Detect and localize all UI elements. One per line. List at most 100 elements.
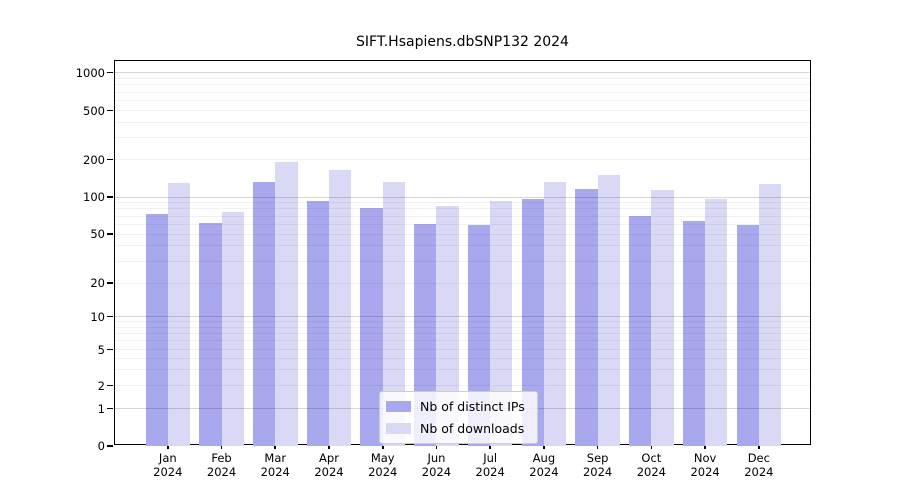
gridline-minor-4 — [115, 357, 810, 359]
x-axis-label-sep: Sep 2024 — [582, 451, 613, 479]
bar-apr-downloads — [328, 169, 352, 446]
gridline-minor-3 — [115, 369, 810, 371]
bar-dec-distinct-ips — [736, 225, 759, 446]
y-axis-tick-1000 — [107, 71, 114, 74]
y-axis-label-50: 50 — [90, 227, 105, 241]
x-axis-label-apr: Apr 2024 — [314, 451, 344, 479]
x-axis-label-jan: Jan 2024 — [153, 451, 183, 479]
legend-swatch-distinct-ips — [386, 401, 411, 412]
y-axis-label-1000: 1000 — [75, 65, 105, 80]
gridline-minor-6 — [115, 340, 810, 342]
gridline-minor-8 — [115, 326, 810, 328]
x-axis-label-may: May 2024 — [368, 451, 398, 479]
legend-row-downloads: Nb of downloads — [386, 419, 525, 438]
gridline-minor-9 — [115, 321, 810, 323]
x-axis-label-feb: Feb 2024 — [206, 451, 237, 479]
y-axis-tick-2 — [107, 384, 114, 387]
x-axis-tick-jun — [435, 444, 438, 449]
gridline-minor-400 — [115, 121, 810, 123]
x-axis-label-dec: Dec 2024 — [744, 451, 774, 479]
x-axis-tick-apr — [328, 444, 330, 449]
gridline-minor-700 — [115, 91, 810, 93]
bar-feb-distinct-ips — [199, 223, 222, 446]
y-axis-tick-500 — [107, 109, 114, 112]
bar-jun-downloads — [436, 206, 459, 446]
chart-title: SIFT.Hsapiens.dbSNP132 2024 — [356, 34, 569, 50]
y-axis-tick-0 — [107, 445, 114, 447]
y-axis-label-500: 500 — [83, 103, 105, 118]
gridline-minor-900 — [115, 77, 810, 79]
y-axis-label-20: 20 — [90, 276, 105, 290]
x-axis-label-jun: Jun 2024 — [421, 451, 452, 479]
legend-label-downloads: Nb of downloads — [420, 421, 525, 436]
gridline-minor-600 — [115, 100, 810, 101]
gridline-minor-200 — [115, 159, 810, 160]
bar-nov-distinct-ips — [682, 220, 706, 446]
gridline-major-1000 — [115, 72, 810, 73]
gridline-minor-60 — [115, 223, 810, 225]
bar-aug-distinct-ips — [521, 199, 544, 446]
y-axis-tick-5 — [107, 348, 114, 351]
gridline-minor-7 — [115, 332, 810, 334]
gridline-major-10 — [115, 316, 810, 317]
bar-feb-downloads — [221, 212, 244, 446]
bar-dec-downloads — [758, 184, 782, 446]
y-axis-label-100: 100 — [83, 190, 105, 204]
bar-aug-downloads — [543, 181, 567, 446]
bar-nov-downloads — [705, 199, 728, 446]
gridline-minor-800 — [115, 84, 810, 86]
bar-jan-distinct-ips — [145, 213, 168, 446]
gridline-minor-300 — [115, 137, 810, 139]
bar-apr-distinct-ips — [306, 201, 329, 446]
y-axis-label-5: 5 — [97, 342, 105, 357]
legend-swatch-downloads — [386, 423, 411, 434]
y-axis-tick-200 — [107, 158, 114, 161]
gridline-minor-50 — [115, 233, 810, 235]
x-axis-label-aug: Aug 2024 — [529, 451, 559, 479]
x-axis-label-nov: Nov 2024 — [690, 451, 720, 479]
gridline-minor-30 — [115, 260, 810, 262]
gridline-minor-80 — [115, 208, 810, 210]
plot-area: 0 1 2 5 10 20 50 100 200 500 1000 Jan 2024 Feb 2024 M… — [76, 60, 811, 479]
legend-label-distinct-ips: Nb of distinct IPs — [420, 399, 525, 414]
x-axis-tick-feb — [220, 444, 223, 449]
y-axis-label-200: 200 — [83, 152, 105, 167]
gridline-minor-40 — [115, 245, 810, 247]
legend-row-distinct-ips: Nb of distinct IPs — [386, 397, 525, 416]
bar-may-distinct-ips — [360, 207, 383, 446]
x-axis-tick-jul — [489, 444, 491, 449]
bar-jul-downloads — [490, 201, 513, 446]
x-axis-tick-jan — [167, 444, 169, 449]
y-axis-tick-10 — [107, 315, 114, 318]
bar-oct-distinct-ips — [629, 216, 652, 446]
gridline-minor-500 — [115, 110, 810, 111]
x-axis-label-jul: Jul 2024 — [475, 451, 505, 479]
y-axis-tick-1 — [107, 407, 114, 410]
gridline-minor-5 — [115, 349, 810, 350]
y-axis-label-1: 1 — [97, 401, 105, 416]
y-axis-tick-20 — [107, 282, 114, 284]
y-axis-label-10: 10 — [90, 309, 105, 324]
y-axis-tick-100 — [107, 196, 114, 198]
x-axis-tick-aug — [543, 444, 545, 449]
gridline-minor-90 — [115, 202, 810, 204]
x-axis-tick-may — [381, 444, 384, 449]
x-axis-tick-nov — [704, 444, 706, 449]
bar-oct-downloads — [651, 190, 674, 446]
bar-sep-downloads — [597, 174, 620, 446]
gridline-minor-20 — [115, 282, 810, 284]
gridline-major-100 — [115, 196, 810, 198]
gridline-minor-70 — [115, 215, 810, 217]
y-axis-tick-50 — [107, 233, 114, 235]
x-axis-label-oct: Oct 2024 — [636, 451, 666, 479]
x-axis-label-mar: Mar 2024 — [260, 451, 290, 479]
gridline-minor-2 — [115, 385, 810, 386]
y-axis-label-0: 0 — [97, 439, 105, 453]
x-axis-tick-mar — [274, 444, 277, 449]
bar-may-downloads — [382, 182, 406, 446]
bar-mar-downloads — [275, 162, 298, 446]
x-axis-tick-dec — [758, 444, 760, 449]
bar-mar-distinct-ips — [252, 181, 276, 446]
x-axis-tick-sep — [596, 444, 599, 449]
